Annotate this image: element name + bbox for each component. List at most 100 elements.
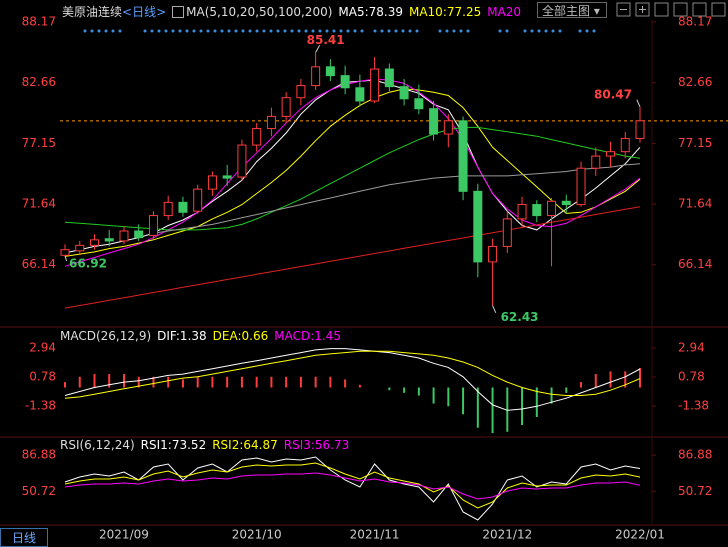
- candle-body: [458, 120, 468, 192]
- candle-body: [340, 75, 350, 89]
- x-tick-label: 2022/01: [615, 528, 665, 542]
- extreme-pointer: [64, 255, 68, 262]
- candle-body: [296, 85, 306, 99]
- legend-entry: DIF:1.38: [157, 329, 207, 343]
- event-dot: [438, 29, 442, 33]
- event-dot: [353, 29, 357, 33]
- y-tick-label: -1.38: [25, 399, 56, 413]
- ma-line: [64, 78, 641, 267]
- extreme-pointer: [636, 99, 641, 108]
- left-icon[interactable]: [654, 2, 669, 17]
- ma-icon[interactable]: [172, 5, 185, 18]
- event-dot: [401, 29, 405, 33]
- event-dot: [394, 29, 398, 33]
- event-dot: [178, 29, 182, 33]
- macd-header: MACD(26,12,9) DIF:1.38 DEA:0.66 MACD:1.45: [60, 329, 341, 343]
- candle-body: [576, 167, 586, 206]
- candle-body: [473, 190, 483, 263]
- panel-title: RSI(6,12,24): [60, 438, 135, 452]
- macd-line: [64, 350, 641, 399]
- period-label: <日线>: [122, 5, 167, 19]
- candle-body: [355, 87, 365, 102]
- event-dot: [325, 29, 329, 33]
- event-dot: [192, 29, 196, 33]
- event-dot: [311, 29, 315, 33]
- event-dot: [234, 29, 238, 33]
- indicator-label: MA(5,10,20,50,100,200): [186, 4, 333, 19]
- legend-entry: RSI1:73.52: [140, 438, 207, 452]
- event-dot: [185, 29, 189, 33]
- candle-body: [266, 115, 276, 130]
- ma-line: [64, 126, 641, 231]
- toolbar-icons[interactable]: [616, 2, 726, 17]
- event-dot: [220, 29, 224, 33]
- ma-line: [153, 163, 641, 234]
- event-dot: [304, 29, 308, 33]
- event-dot: [332, 29, 336, 33]
- candle-body: [104, 238, 114, 242]
- event-dot: [83, 29, 87, 33]
- close-icon[interactable]: [711, 2, 726, 17]
- y-tick-label: 82.66: [22, 75, 56, 89]
- candle-body: [443, 120, 453, 135]
- candle-body: [148, 215, 158, 236]
- candle-body: [252, 128, 262, 146]
- event-dot: [248, 29, 252, 33]
- macd-line: [64, 348, 641, 411]
- x-tick-label: 2021/12: [482, 528, 532, 542]
- event-dot: [199, 29, 203, 33]
- right-icon[interactable]: [673, 2, 688, 17]
- extreme-label: 80.47: [594, 87, 632, 101]
- candle-body: [414, 98, 424, 110]
- candle-body: [561, 200, 571, 206]
- y-tick-label: 66.14: [678, 257, 712, 271]
- candle-body: [488, 245, 498, 263]
- zoom-in-icon[interactable]: [635, 2, 650, 17]
- event-dot: [206, 29, 210, 33]
- event-dot: [171, 29, 175, 33]
- y-tick-label: 77.15: [22, 136, 56, 150]
- legend-entry: MA20: [487, 4, 522, 19]
- rsi-header: RSI(6,12,24) RSI1:73.52 RSI2:64.87 RSI3:56.…: [60, 438, 349, 452]
- extreme-label: 66.92: [69, 257, 107, 271]
- event-dot: [255, 29, 259, 33]
- main-chart-select[interactable]: 全部主图 ▾: [537, 2, 607, 18]
- event-dot: [387, 29, 391, 33]
- event-dot: [466, 29, 470, 33]
- event-dot: [150, 29, 154, 33]
- y-tick-label: 71.64: [22, 197, 56, 211]
- y-tick-label: 2.94: [678, 341, 705, 355]
- candle-body: [591, 155, 601, 169]
- legend-entry: MACD:1.45: [274, 329, 341, 343]
- event-dot: [157, 29, 161, 33]
- event-dot: [578, 29, 582, 33]
- candle-body: [635, 120, 645, 139]
- event-dot: [262, 29, 266, 33]
- event-dot: [104, 29, 108, 33]
- rsi-line: [64, 456, 641, 521]
- candle-body: [517, 204, 527, 220]
- event-dot: [269, 29, 273, 33]
- candle-body: [502, 218, 512, 247]
- zoom-out-icon[interactable]: [616, 2, 631, 17]
- event-dot: [530, 29, 534, 33]
- y-tick-label: 86.88: [678, 448, 712, 462]
- event-dot: [118, 29, 122, 33]
- settings-icon[interactable]: [692, 2, 707, 17]
- legend-entry: DEA:0.66: [212, 329, 269, 343]
- period-tab[interactable]: 日线: [0, 528, 48, 547]
- y-tick-label: 77.15: [678, 136, 712, 150]
- ma-line: [64, 88, 641, 257]
- candle-body: [325, 66, 335, 77]
- legend-entry: RSI2:64.87: [212, 438, 278, 452]
- y-tick-label: 2.94: [29, 341, 56, 355]
- candle-body: [60, 249, 70, 256]
- candle-body: [281, 97, 291, 117]
- event-dot: [227, 29, 231, 33]
- extreme-pointer: [492, 305, 497, 314]
- candle-body: [606, 151, 616, 157]
- legend-entry: RSI3:56.73: [283, 438, 350, 452]
- event-dot: [213, 29, 217, 33]
- y-tick-label: 82.66: [678, 75, 712, 89]
- event-dot: [143, 29, 147, 33]
